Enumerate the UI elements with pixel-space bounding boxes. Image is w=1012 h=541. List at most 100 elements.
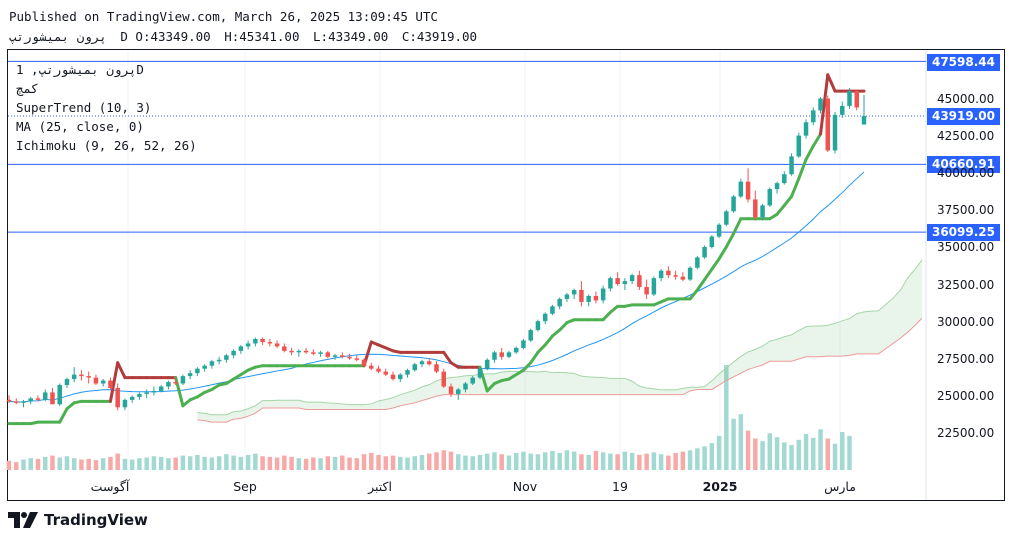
volume-bar [796, 439, 802, 470]
candle-body [311, 352, 316, 354]
x-tick-label: Nov [512, 479, 538, 494]
candle-body [832, 114, 838, 151]
candle-body [325, 352, 331, 357]
candle-body [340, 355, 345, 357]
candle-body [738, 181, 744, 197]
volume-bar [209, 457, 215, 470]
candle-body [774, 183, 780, 190]
brand-name: TradingView [44, 511, 148, 529]
volume-bar [680, 451, 686, 470]
supertrend-segment [717, 245, 728, 261]
candle-body [484, 359, 490, 369]
candle-body [93, 377, 99, 384]
candle-body [137, 393, 142, 397]
candle-body [79, 374, 84, 377]
volume-bar [724, 365, 729, 470]
volume-bar [644, 453, 649, 470]
volume-bar [361, 454, 367, 470]
ohlc-open: D O:43349.00 [120, 29, 211, 44]
candle-body [383, 371, 389, 375]
supertrend-segment [703, 267, 714, 282]
candle-body [86, 376, 91, 378]
volume-bar [484, 453, 490, 470]
candle-body [202, 365, 207, 369]
candle-body [434, 364, 439, 372]
volume-bar [332, 456, 338, 470]
volume-bar [427, 453, 432, 470]
candle-body [129, 396, 135, 400]
candle-body [477, 368, 483, 378]
candle-body [506, 352, 512, 357]
volume-bar [369, 452, 374, 470]
legend-exchange: کمچ [16, 81, 39, 96]
volume-bar [731, 418, 736, 470]
volume-bar [774, 437, 780, 470]
volume-bar [687, 450, 693, 470]
volume-bar [260, 456, 265, 470]
volume-bar [571, 451, 577, 470]
candle-body [600, 288, 606, 301]
legend-symbol: پرون بمیشورتپ, 1D [16, 62, 144, 77]
candle-body [796, 135, 802, 157]
legend-ichimoku[interactable]: Ichimoku (9, 26, 52, 26) [16, 138, 197, 153]
candle-body [521, 340, 526, 348]
volume-bar [586, 454, 591, 470]
volume-bar [231, 455, 236, 470]
volume-bar [144, 457, 149, 470]
volume-bar [492, 452, 497, 470]
supertrend-segment [550, 328, 562, 338]
supertrend-segment [58, 407, 69, 424]
volume-bar [716, 435, 722, 470]
volume-bar [557, 452, 562, 470]
supertrend-segment [442, 350, 453, 365]
candle-body [557, 298, 562, 307]
volume-bar [79, 459, 84, 470]
volume-bar [216, 456, 222, 470]
chart-frame[interactable] [7, 49, 1005, 501]
volume-bar [129, 459, 135, 470]
volume-bar [405, 457, 410, 470]
volume-bar [477, 454, 483, 470]
volume-bar [245, 454, 251, 470]
y-tick-label: 30000.00 [937, 314, 995, 329]
legend-ma[interactable]: MA (25, close, 0) [16, 119, 144, 134]
volume-bar [709, 443, 715, 470]
candle-body [673, 275, 678, 277]
candle-body [854, 91, 860, 108]
candle-body [209, 361, 215, 366]
candle-body [470, 377, 475, 384]
volume-bar [187, 456, 193, 470]
candle-body [13, 401, 19, 403]
candle-body [760, 205, 765, 218]
volume-bar [42, 456, 48, 470]
candle-body [318, 352, 323, 354]
candle-body [687, 267, 693, 280]
volume-bar [622, 451, 628, 470]
supertrend-segment [790, 177, 801, 198]
candle-body [6, 399, 12, 402]
volume-bar [325, 456, 331, 470]
candle-body [238, 346, 244, 351]
volume-bar [303, 458, 309, 470]
candle-body [122, 399, 128, 408]
volume-bar [57, 457, 62, 470]
tradingview-logo[interactable]: TradingView [8, 511, 148, 529]
candle-body [376, 368, 381, 372]
candle-body [412, 364, 418, 371]
symbol-ohlc-line: پرون بمیشورتپ D O:43349.00 H:45341.00 L:… [9, 29, 483, 44]
volume-bar [274, 457, 280, 470]
volume-bar [535, 454, 541, 470]
volume-bar [629, 452, 635, 470]
candle-body [267, 341, 273, 344]
candle-body [398, 374, 403, 380]
candle-body [571, 290, 577, 295]
x-tick-label: آگوست [90, 479, 130, 494]
volume-bar [238, 456, 244, 470]
candle-body [245, 343, 251, 347]
price-tag-top: 47598.44 [926, 54, 1000, 71]
supertrend-segment [775, 203, 786, 216]
candle-body [419, 361, 425, 365]
legend-supertrend[interactable]: SuperTrend (10, 3) [16, 100, 152, 115]
volume-bar [673, 452, 678, 470]
